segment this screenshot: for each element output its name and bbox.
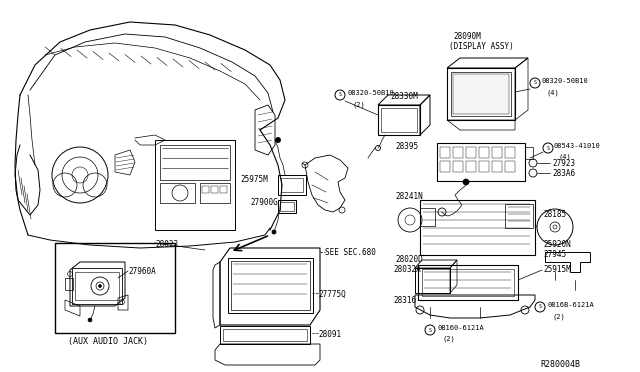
Circle shape	[99, 285, 102, 288]
Text: 283A6: 283A6	[552, 169, 575, 178]
Text: 28032A: 28032A	[393, 265, 420, 274]
Bar	[466, 147, 476, 158]
Text: 27900G: 27900G	[250, 198, 278, 207]
Bar	[420, 208, 435, 226]
Bar	[505, 204, 533, 228]
Bar	[453, 147, 463, 158]
Bar	[278, 175, 306, 195]
Bar	[466, 161, 476, 172]
Text: (4): (4)	[547, 89, 560, 96]
Text: S: S	[429, 327, 431, 333]
Bar	[378, 105, 420, 135]
Bar	[437, 143, 525, 181]
Bar	[451, 72, 511, 116]
Circle shape	[463, 179, 469, 185]
Bar	[420, 200, 535, 255]
Bar	[160, 145, 230, 180]
Text: 28395: 28395	[395, 142, 418, 151]
Text: 28023: 28023	[155, 240, 178, 249]
Bar	[415, 268, 450, 293]
Text: 25920N: 25920N	[543, 240, 571, 249]
Bar	[280, 202, 294, 211]
Bar	[479, 147, 489, 158]
Bar	[160, 183, 195, 203]
Text: (4): (4)	[559, 154, 572, 160]
Bar	[55, 243, 175, 333]
Bar	[220, 326, 310, 344]
Text: (2): (2)	[352, 101, 365, 108]
Bar	[65, 278, 73, 290]
Text: 08320-50B10: 08320-50B10	[347, 90, 394, 96]
Text: 27960A: 27960A	[128, 267, 156, 276]
Bar	[72, 268, 122, 304]
Bar	[211, 186, 218, 193]
Bar	[453, 74, 509, 114]
Text: 0816B-6121A: 0816B-6121A	[547, 302, 594, 308]
Text: 27945: 27945	[543, 250, 566, 259]
Bar	[228, 258, 313, 313]
Text: (AUX AUDIO JACK): (AUX AUDIO JACK)	[68, 337, 148, 346]
Bar	[492, 147, 502, 158]
Text: R280004B: R280004B	[540, 360, 580, 369]
Bar	[220, 186, 227, 193]
Bar	[505, 147, 515, 158]
Bar	[505, 161, 515, 172]
Text: (2): (2)	[442, 336, 455, 343]
Text: 25915M: 25915M	[543, 265, 571, 274]
Bar	[418, 265, 518, 300]
Text: 28241N: 28241N	[395, 192, 423, 201]
Bar	[155, 140, 235, 230]
Bar	[202, 186, 209, 193]
Text: 08543-41010: 08543-41010	[554, 143, 601, 149]
Text: (2): (2)	[552, 313, 564, 320]
Text: S: S	[547, 145, 549, 151]
Text: 28330M: 28330M	[390, 92, 418, 101]
Text: 28020D: 28020D	[395, 255, 423, 264]
Bar	[525, 147, 533, 159]
Circle shape	[553, 225, 557, 229]
Text: 25975M: 25975M	[240, 175, 268, 184]
Bar	[479, 161, 489, 172]
Text: 27923: 27923	[552, 159, 575, 168]
Bar	[440, 161, 450, 172]
Text: 28090M: 28090M	[453, 32, 481, 41]
Bar	[75, 272, 119, 300]
Bar	[453, 161, 463, 172]
Text: 28185: 28185	[543, 210, 566, 219]
Bar	[447, 68, 515, 120]
Text: SEE SEC.680: SEE SEC.680	[325, 248, 376, 257]
Bar	[281, 178, 303, 192]
Text: S: S	[534, 80, 536, 86]
Text: 08320-50B10: 08320-50B10	[542, 78, 589, 84]
Bar	[492, 161, 502, 172]
Bar	[223, 329, 307, 341]
Text: (DISPLAY ASSY): (DISPLAY ASSY)	[449, 42, 514, 51]
Circle shape	[272, 230, 276, 234]
Bar	[231, 261, 310, 310]
Bar	[381, 108, 417, 132]
Text: 28091: 28091	[318, 330, 341, 339]
Text: 0B160-6121A: 0B160-6121A	[437, 325, 484, 331]
Text: 28316: 28316	[393, 296, 416, 305]
Circle shape	[275, 138, 280, 142]
Bar	[422, 269, 514, 296]
Bar	[278, 200, 296, 213]
Text: S: S	[339, 93, 341, 97]
Text: S: S	[539, 305, 541, 310]
Bar	[200, 183, 230, 203]
Bar	[440, 147, 450, 158]
Text: 27775Q: 27775Q	[318, 290, 346, 299]
Circle shape	[88, 318, 92, 322]
